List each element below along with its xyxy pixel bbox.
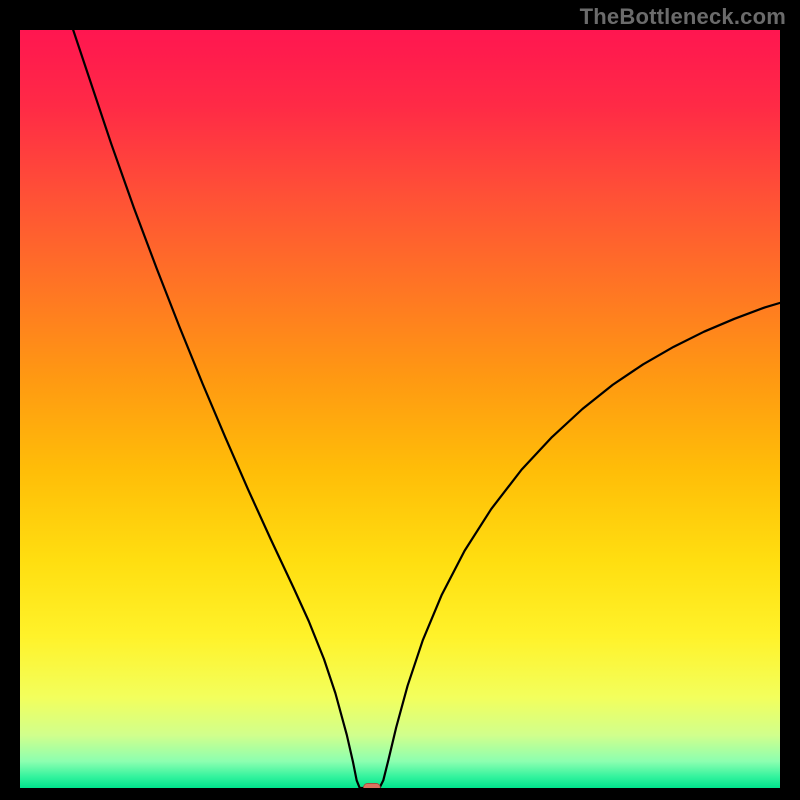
- chart-container: { "watermark": { "text": "TheBottleneck.…: [0, 0, 800, 800]
- watermark-text: TheBottleneck.com: [580, 4, 786, 30]
- bottleneck-chart: [0, 0, 800, 800]
- plot-background: [20, 30, 780, 788]
- optimal-point-marker: [364, 783, 381, 792]
